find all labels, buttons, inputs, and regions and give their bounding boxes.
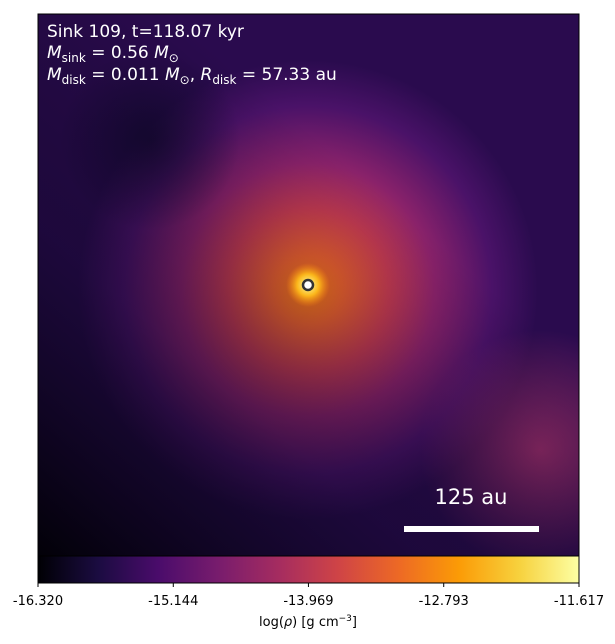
colorbar-tick-label: -15.144 (148, 594, 198, 609)
sink-marker (301, 278, 315, 292)
scale-bar-label: 125 au (435, 485, 508, 509)
annotation: Sink 109, t=118.07 kyr (47, 22, 244, 42)
colorbar-tick-label: -16.320 (13, 594, 63, 609)
colorbar-label: log(ρ) [g cm−3] (259, 614, 357, 630)
annotation: Mdisk = 0.011 M⊙, Rdisk = 57.33 au (47, 65, 337, 87)
annotation: Msink = 0.56 M⊙ (47, 43, 179, 65)
colorbar-tick-label: -12.793 (419, 594, 469, 609)
colorbar-tick-label: -13.969 (283, 594, 333, 609)
colorbar (37, 555, 580, 584)
colorbar-tick-label: -11.617 (554, 594, 604, 609)
scale-bar (404, 526, 539, 532)
